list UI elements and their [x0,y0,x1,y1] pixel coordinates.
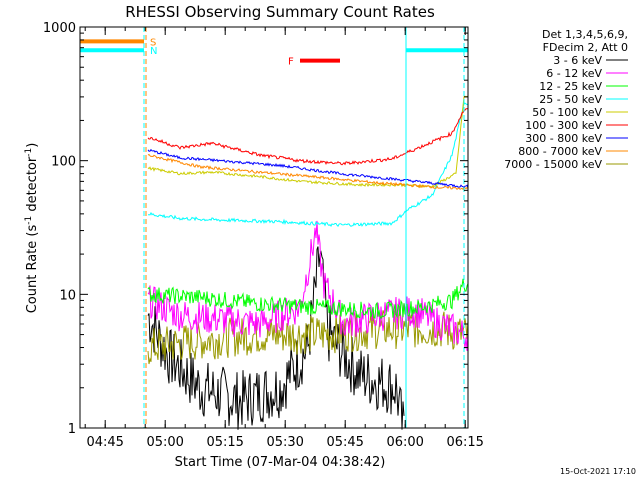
y-axis-label-mid: detector [25,156,40,216]
y-axis-label-sup1: -1 [24,216,34,225]
y-tick-label: 1 [68,422,76,437]
y-axis: 1 10 100 1000 [43,21,468,437]
legend-label: 3 - 6 keV [553,54,602,67]
y-axis-label-sup2: -1 [24,148,34,157]
x-tick-label: 05:15 [206,435,243,450]
flag-letter: S [150,37,156,48]
series-line [147,246,405,430]
x-tick-label: 04:45 [86,435,123,450]
y-tick-label: 10 [59,288,76,303]
legend: Det 1,3,4,5,6,9,FDecim 2, Att 03 - 6 keV… [504,28,628,171]
legend-header: Det 1,3,4,5,6,9, [542,28,628,41]
legend-label: 100 - 300 keV [525,119,602,132]
legend-label: 6 - 12 keV [546,67,602,80]
y-axis-label-end: ) [25,143,40,148]
legend-label: 50 - 100 keV [532,106,602,119]
chart-title: RHESSI Observing Summary Count Rates [125,3,435,21]
x-tick-label: 05:00 [146,435,183,450]
y-tick-label: 100 [51,155,76,170]
x-tick-label: 06:15 [446,435,483,450]
series-line [147,309,469,365]
series-line [147,148,469,189]
plot-frame [79,26,469,429]
x-tick-label: 05:30 [266,435,303,450]
series-line [147,220,469,351]
legend-header: FDecim 2, Att 0 [543,41,628,54]
y-tick-label: 1000 [43,21,76,36]
legend-label: 12 - 25 keV [539,80,602,93]
x-tick-label: 06:00 [386,435,423,450]
series-line [147,278,469,320]
legend-label: 300 - 800 keV [525,132,602,145]
x-tick-label: 05:45 [326,435,363,450]
flag-letter: F [288,57,294,68]
series-layer [147,95,469,430]
series-line [147,102,469,228]
x-axis: 04:45 05:00 05:15 05:30 05:45 06:00 06:15 [84,27,484,450]
flag-letter: N [150,46,157,57]
legend-label: 800 - 7000 keV [518,145,602,158]
y-axis-label-main: Count Rate (s [25,225,40,314]
y-axis-label: Count Rate (s-1 detector-1) [24,143,40,314]
legend-label: 25 - 50 keV [539,93,602,106]
series-line [147,153,469,191]
x-axis-label: Start Time (07-Mar-04 04:38:42) [175,455,386,470]
footer-date: 15-Oct-2021 17:10 [560,467,636,476]
legend-label: 7000 - 15000 keV [504,158,602,171]
series-line [147,108,469,166]
